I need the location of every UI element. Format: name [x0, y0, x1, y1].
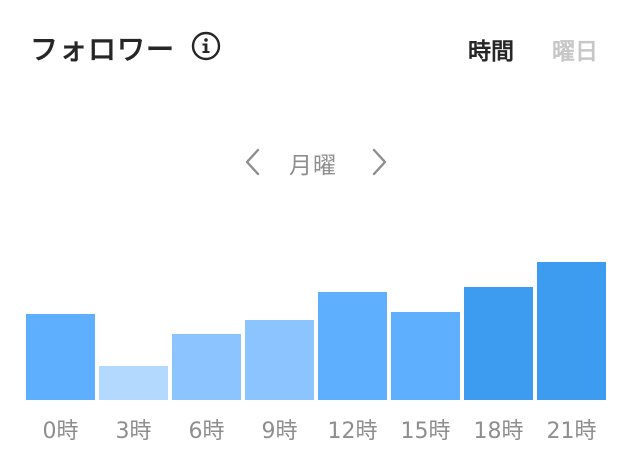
- x-tick-label: 6時: [189, 419, 225, 444]
- x-tick-label: 15時: [401, 419, 451, 444]
- x-tick-label: 21時: [547, 419, 597, 444]
- tab-day-of-week[interactable]: 曜日: [552, 39, 598, 65]
- x-tick-label: 12時: [328, 419, 378, 444]
- day-label: 月曜: [289, 153, 337, 179]
- bar-0[interactable]: [26, 314, 95, 400]
- bar-1[interactable]: [99, 366, 168, 400]
- x-tick-label: 3時: [116, 419, 152, 444]
- bar-6[interactable]: [464, 287, 533, 400]
- x-tick-label: 9時: [262, 419, 298, 444]
- follower-activity-chart: 0時 3時 6時 9時 12時 15時 18時 21時: [26, 262, 606, 444]
- page-title: フォロワー: [30, 33, 176, 66]
- bar-4[interactable]: [318, 292, 387, 400]
- x-tick-label: 18時: [474, 419, 524, 444]
- bar-7[interactable]: [537, 262, 606, 400]
- tab-hour[interactable]: 時間: [468, 39, 514, 65]
- info-icon[interactable]: [191, 31, 221, 61]
- chevron-right-icon[interactable]: [368, 146, 390, 178]
- bar-2[interactable]: [172, 334, 241, 400]
- day-selector: 月曜: [0, 142, 635, 182]
- bar-3[interactable]: [245, 320, 314, 400]
- chevron-left-icon[interactable]: [242, 146, 264, 178]
- x-tick-label: 0時: [43, 419, 79, 444]
- bar-5[interactable]: [391, 312, 460, 400]
